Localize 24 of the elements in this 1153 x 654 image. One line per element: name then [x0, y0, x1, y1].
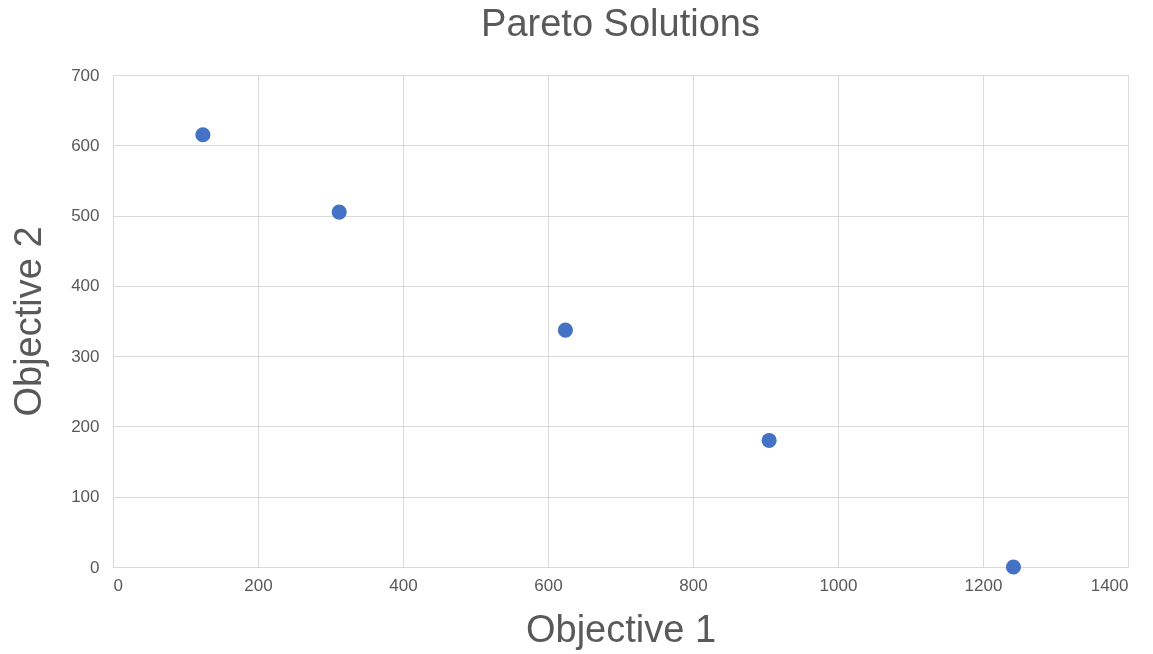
y-tick-label: 200: [71, 416, 100, 436]
point: [331, 204, 347, 220]
x-tick-label: 600: [534, 575, 563, 595]
y-tick-label: 100: [71, 487, 100, 507]
y-tick-label: 500: [71, 206, 100, 226]
y-tick-label: 300: [71, 346, 100, 366]
point: [1005, 559, 1022, 575]
x-tick-label: 1400: [1090, 575, 1129, 595]
chart-title: Pareto Solutions: [481, 2, 760, 44]
y-tick-label: 700: [71, 65, 100, 85]
x-axis-title: Objective 1: [525, 607, 717, 650]
x-tick-label: 400: [389, 575, 418, 595]
x-tick-label: 200: [244, 575, 273, 595]
y-tick-label: 600: [71, 135, 100, 155]
x-tick-label: 800: [679, 575, 708, 595]
point: [195, 127, 211, 143]
x-tick-label: 0: [113, 575, 123, 595]
point: [761, 432, 777, 449]
y-axis-title: Objective 2: [7, 226, 50, 417]
y-tick-label: 0: [90, 557, 100, 577]
y-tick-label: 400: [71, 276, 100, 296]
x-tick-label: 1200: [964, 575, 1003, 595]
point: [557, 322, 573, 338]
x-tick-label: 1000: [819, 575, 858, 595]
